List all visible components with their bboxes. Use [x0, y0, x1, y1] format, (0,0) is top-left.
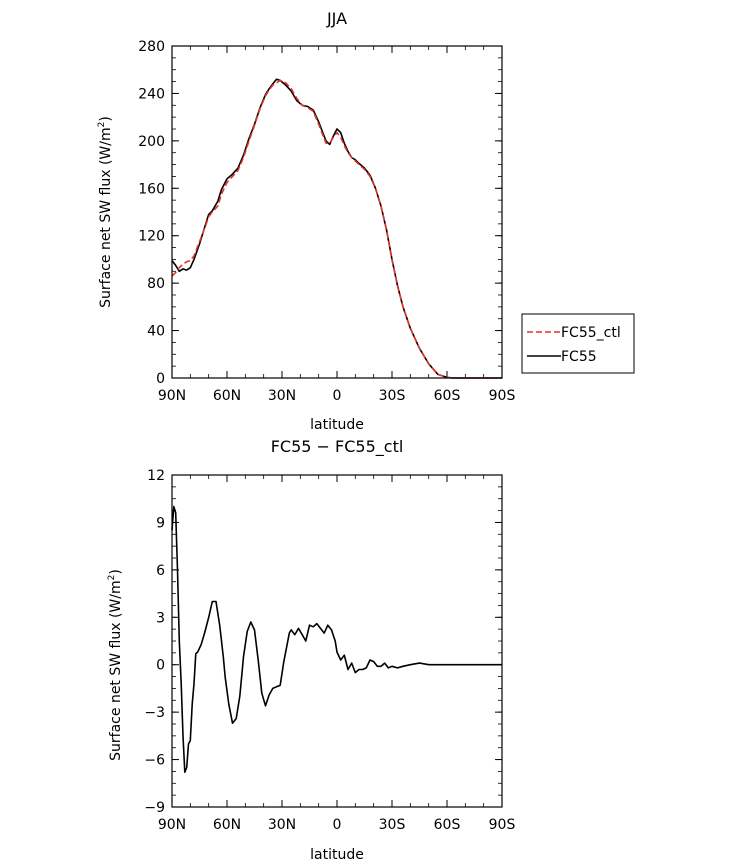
bottom-ytick-label: −9: [144, 800, 165, 816]
top-y-axis-label-main: Surface net SW flux (W/m: [98, 127, 114, 307]
top-y-axis-label: Surface net SW flux (W/m2): [97, 116, 114, 308]
bottom-ytick-label: 3: [156, 610, 165, 626]
top-chart-title: JJA: [326, 9, 347, 28]
top-x-axis-label: latitude: [310, 417, 364, 433]
top-series-fc55-line: [171, 78, 502, 379]
bottom-y-axis-label: Surface net SW flux (W/m2): [107, 569, 124, 761]
top-xtick-label: 60S: [434, 388, 461, 404]
top-ytick-label: 200: [138, 134, 165, 150]
legend-label-fc55: FC55: [561, 349, 597, 365]
bottom-xtick-label: 60N: [213, 817, 241, 833]
bottom-ytick-label: −3: [144, 705, 165, 721]
top-series-fc55-ctl-line: [171, 79, 502, 379]
top-xtick-label: 90N: [158, 388, 186, 404]
bottom-ytick-label: −6: [144, 753, 165, 769]
top-y-axis-label-superscript: 2: [97, 122, 107, 128]
svg-text:Surface net SW flux (W/m2): Surface net SW flux (W/m2): [97, 116, 114, 308]
top-plot-frame: [171, 45, 503, 379]
bottom-xtick-label: 30S: [379, 817, 406, 833]
bottom-x-axis-label: latitude: [310, 847, 364, 863]
top-xtick-label: 0: [333, 388, 342, 404]
bottom-ytick-label: 6: [156, 563, 165, 579]
top-ytick-label: 80: [147, 276, 165, 292]
bottom-series-difference-line: [171, 505, 502, 774]
bottom-ytick-label: 9: [156, 515, 165, 531]
bottom-xtick-label: 0: [333, 817, 342, 833]
legend: FC55_ctl FC55: [521, 313, 635, 374]
bottom-xtick-label: 90N: [158, 817, 186, 833]
bottom-xtick-label: 90S: [489, 817, 516, 833]
svg-text:Surface net SW flux (W/m2): Surface net SW flux (W/m2): [107, 569, 124, 761]
top-xtick-label: 60N: [213, 388, 241, 404]
bottom-chart-title: FC55 − FC55_ctl: [271, 437, 404, 457]
top-xtick-label: 30N: [268, 388, 296, 404]
bottom-xtick-label: 30N: [268, 817, 296, 833]
bottom-chart: FC55 − FC55_ctl Surface net SW flux (W/m…: [107, 437, 515, 863]
top-ytick-label: 120: [138, 229, 165, 245]
top-ytick-label: 0: [156, 371, 165, 387]
top-ytick-label: 40: [147, 324, 165, 340]
top-xtick-label: 30S: [379, 388, 406, 404]
top-ytick-label: 160: [138, 181, 165, 197]
bottom-tick-layer: −9 −6 −3 0 3 6 9 12 90N 60N 30N 0 30S 60S 90S: [144, 468, 515, 833]
bottom-y-axis-label-main: Surface net SW flux (W/m: [108, 580, 124, 760]
bottom-ytick-label: 12: [147, 468, 165, 484]
top-chart: JJA Surface net SW flux (W/m2) latitude …: [97, 9, 515, 433]
bottom-y-axis-label-superscript: 2: [107, 575, 117, 581]
legend-box: [521, 313, 635, 374]
bottom-ytick-label: 0: [156, 658, 165, 674]
top-y-axis-label-end: ): [98, 116, 114, 121]
top-ytick-label: 280: [138, 39, 165, 55]
top-xtick-label: 90S: [489, 388, 516, 404]
bottom-plot-frame: [171, 474, 503, 808]
bottom-xtick-label: 60S: [434, 817, 461, 833]
top-series-layer: [171, 78, 502, 379]
legend-label-fc55-ctl: FC55_ctl: [561, 325, 621, 341]
bottom-y-axis-label-end: ): [108, 569, 124, 574]
top-tick-layer: 0 40 80 120 160 200 240 280 90N 60N 30N 0 30S 60S 90S: [138, 39, 515, 404]
bottom-series-layer: [171, 505, 502, 774]
top-ytick-label: 240: [138, 86, 165, 102]
